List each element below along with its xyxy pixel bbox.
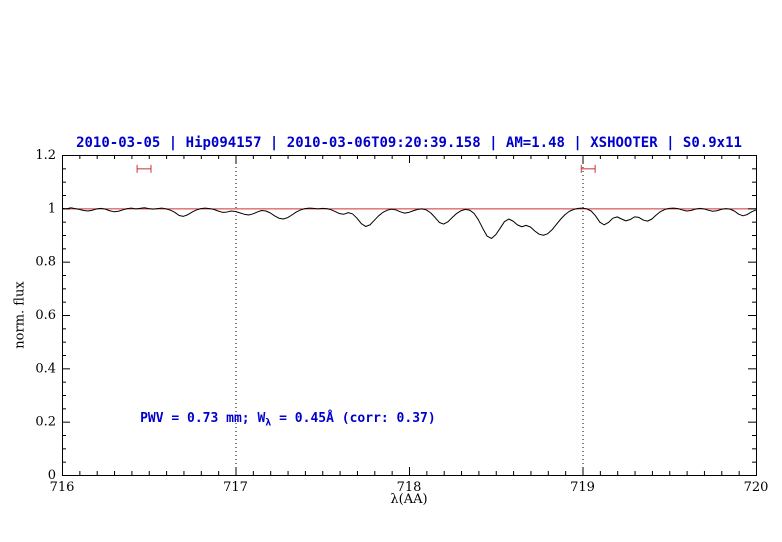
pwv-annotation-lambda-sub: λ — [265, 417, 272, 429]
y-tick-label: 1 — [48, 201, 56, 216]
x-tick-label: 718 — [397, 480, 422, 495]
y-tick-label: 0.2 — [35, 415, 56, 430]
x-tick-label: 719 — [570, 480, 595, 495]
y-tick-label: 1.2 — [35, 148, 56, 163]
y-tick-label: 0.4 — [35, 361, 56, 376]
y-tick-label: 0 — [48, 468, 56, 483]
x-tick-label: 720 — [744, 480, 769, 495]
pwv-annotation-part2: = 0.45Å (corr: 0.37) — [271, 410, 436, 426]
pwv-annotation-part1: PWV = 0.73 mm; W — [140, 410, 266, 426]
y-tick-label: 0.8 — [35, 255, 56, 270]
pwv-annotation: PWV = 0.73 mm; Wλ = 0.45Å (corr: 0.37) — [140, 411, 436, 429]
x-tick-label: 717 — [223, 480, 248, 495]
y-axis-label: norm. flux — [12, 281, 28, 349]
series-telluric-spectrum — [61, 207, 757, 239]
y-tick-label: 0.6 — [35, 308, 56, 323]
x-axis-label: λ(AA) — [390, 492, 428, 507]
plot-title: 2010-03-05 | Hip094157 | 2010-03-06T09:2… — [76, 135, 742, 151]
x-tick-label: 716 — [50, 480, 75, 495]
